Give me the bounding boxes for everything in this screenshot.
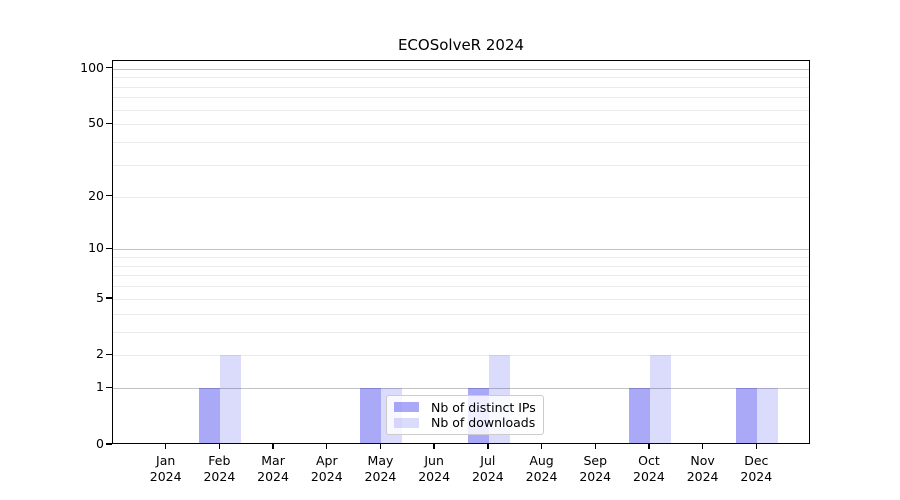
x-tick-label-apr: Apr 2024 <box>310 453 343 484</box>
bar-feb-downloads <box>220 355 242 444</box>
x-tick-mark-apr <box>326 444 328 449</box>
x-tick-label-oct: Oct 2024 <box>633 453 665 484</box>
gridline-minor-y3 <box>113 331 809 333</box>
bar-oct-downloads <box>649 355 671 444</box>
gridline-minor-y40 <box>113 142 809 144</box>
x-tick-mark-oct <box>648 444 650 449</box>
y-tick-label-50: 50 <box>88 115 104 131</box>
gridline-minor-y90 <box>113 77 809 79</box>
y-tick-label-5: 5 <box>96 289 104 305</box>
x-tick-mark-nov <box>701 444 704 449</box>
x-tick-label-jan: Jan 2024 <box>149 453 182 484</box>
gridline-minor-y30 <box>113 165 809 166</box>
y-tick-label-20: 20 <box>88 187 104 203</box>
y-tick-mark-10 <box>106 247 112 250</box>
y-tick-label-10: 10 <box>88 240 104 256</box>
x-tick-mark-jul <box>487 444 489 449</box>
legend-label-downloads: Nb of downloads <box>431 415 536 431</box>
gridline-minor-y2 <box>113 355 809 357</box>
y-tick-label-0: 0 <box>96 436 104 451</box>
y-tick-label-100: 100 <box>80 59 104 75</box>
bar-oct-distinct-ips <box>628 388 650 444</box>
y-tick-mark-50 <box>106 122 112 125</box>
x-tick-mark-mar <box>272 444 274 449</box>
gridline-major-y100 <box>113 68 809 70</box>
gridline-minor-y80 <box>113 86 809 88</box>
gridline-minor-y20 <box>113 196 809 198</box>
x-tick-label-nov: Nov 2024 <box>686 453 719 484</box>
gridline-minor-y8 <box>113 265 809 267</box>
gridline-minor-y60 <box>113 109 809 111</box>
y-tick-mark-20 <box>106 195 112 197</box>
x-tick-label-sep: Sep 2024 <box>579 453 612 484</box>
legend-swatch-downloads <box>394 417 419 428</box>
gridline-major-y10 <box>113 249 809 251</box>
chart-title: ECOSolveR 2024 <box>397 36 525 54</box>
x-tick-label-feb: Feb 2024 <box>203 453 236 484</box>
plot-area <box>112 60 810 444</box>
legend-label-distinct-ips: Nb of distinct IPs <box>431 399 536 415</box>
gridline-minor-y7 <box>113 275 809 277</box>
bar-dec-downloads <box>757 388 779 444</box>
x-tick-label-may: May 2024 <box>364 453 397 484</box>
legend: Nb of distinct IPs Nb of downloads <box>386 395 544 435</box>
y-tick-mark-0 <box>106 443 112 445</box>
x-tick-mark-jun <box>433 444 435 449</box>
x-tick-label-mar: Mar 2024 <box>257 453 289 484</box>
gridline-minor-y5 <box>113 298 809 300</box>
x-tick-label-aug: Aug 2024 <box>525 453 558 484</box>
x-tick-label-jul: Jul 2024 <box>471 453 504 484</box>
bar-feb-distinct-ips <box>199 388 221 444</box>
gridline-minor-y70 <box>113 97 809 99</box>
x-tick-mark-jan <box>164 444 167 449</box>
x-tick-mark-feb <box>218 444 221 449</box>
gridline-minor-y9 <box>113 257 809 259</box>
y-tick-label-2: 2 <box>96 346 104 362</box>
gridline-major-y1 <box>113 388 809 390</box>
legend-item-distinct-ips: Nb of distinct IPs <box>394 400 536 415</box>
y-tick-mark-1 <box>106 386 112 389</box>
x-tick-mark-may <box>379 444 382 449</box>
bar-may-distinct-ips <box>360 388 382 444</box>
y-tick-mark-2 <box>106 353 112 356</box>
gridline-minor-y6 <box>113 286 809 288</box>
legend-swatch-distinct-ips <box>394 402 419 413</box>
bar-dec-distinct-ips <box>736 388 758 444</box>
x-tick-mark-aug <box>540 444 543 449</box>
x-tick-label-jun: Jun 2024 <box>418 453 451 484</box>
gridline-minor-y4 <box>113 313 809 315</box>
x-tick-mark-sep <box>594 444 596 449</box>
x-tick-label-dec: Dec 2024 <box>740 453 773 484</box>
gridline-minor-y50 <box>113 124 809 126</box>
y-tick-mark-5 <box>106 297 112 299</box>
y-tick-mark-100 <box>106 66 112 69</box>
x-tick-mark-dec <box>755 444 757 449</box>
y-tick-label-1: 1 <box>96 379 104 395</box>
legend-item-downloads: Nb of downloads <box>394 415 536 430</box>
